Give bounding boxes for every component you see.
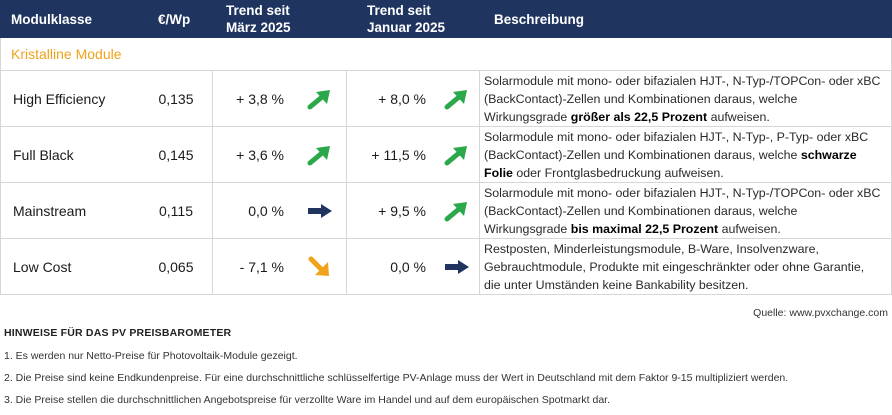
- description-text: Solarmodule mit mono- oder bifazialen HJ…: [484, 74, 881, 124]
- arrow-down-right-icon: [305, 239, 335, 294]
- description-text-end: oder Frontglasbedruckung aufweisen.: [512, 166, 724, 180]
- arrow-up-right-icon: [442, 183, 472, 238]
- trend-march-value: 0,0 %: [248, 202, 284, 219]
- table-header: Modulklasse €/Wp Trend seit März 2025 Tr…: [0, 0, 892, 38]
- header-price: €/Wp: [158, 12, 191, 27]
- header-beschreibung: Beschreibung: [494, 12, 585, 27]
- trend-january-value: + 9,5 %: [378, 202, 426, 219]
- table-row: Low Cost 0,065 - 7,1 % 0,0 % Restposten, Min…: [0, 239, 892, 295]
- section-title: Kristalline Module: [11, 46, 122, 62]
- header-trend2-line1: Trend seit: [367, 3, 431, 18]
- price-value: 0,145: [158, 146, 194, 163]
- module-class: High Efficiency: [13, 90, 106, 107]
- module-class: Low Cost: [13, 258, 72, 275]
- description-text-end: aufweisen.: [707, 110, 770, 124]
- source-note: Quelle: www.pvxchange.com: [753, 307, 888, 319]
- description: Solarmodule mit mono- oder bifazialen HJ…: [484, 183, 884, 239]
- price-value: 0,135: [158, 90, 194, 107]
- grid-line: [479, 70, 480, 294]
- table-row: Full Black 0,145 + 3,6 % + 11,5 % Solarmodul…: [0, 127, 892, 183]
- description-highlight: schwarze Folie: [484, 148, 857, 180]
- header-trend1-line2: März 2025: [226, 20, 291, 35]
- trend-march-value: + 3,6 %: [236, 146, 284, 163]
- description: Restposten, Minderleistungsmodule, B-War…: [484, 239, 884, 295]
- arrow-up-right-icon: [305, 71, 335, 126]
- description-highlight: größer als 22,5 Prozent: [570, 110, 708, 124]
- price-value: 0,115: [159, 202, 193, 219]
- description: Solarmodule mit mono- oder bifazialen HJ…: [484, 127, 884, 183]
- trend-january-value: + 11,5 %: [371, 146, 426, 163]
- arrow-up-right-icon: [442, 71, 472, 126]
- arrow-right-icon: [305, 183, 335, 238]
- description: Solarmodule mit mono- oder bifazialen HJ…: [484, 71, 884, 127]
- section-row: Kristalline Module: [0, 38, 892, 71]
- note-item: 3. Die Preise stellen die durchschnittli…: [4, 394, 611, 406]
- grid-line: [212, 70, 213, 294]
- module-class: Mainstream: [13, 202, 87, 219]
- table-row: Mainstream 0,115 0,0 % + 9,5 % Solarmodule m…: [0, 183, 892, 239]
- module-class: Full Black: [13, 146, 74, 163]
- description-highlight: bis maximal 22,5 Prozent: [570, 222, 719, 236]
- notes-title: HINWEISE FÜR DAS PV PREISBAROMETER: [4, 327, 232, 339]
- arrow-up-right-icon: [442, 127, 472, 182]
- grid-line: [346, 70, 347, 294]
- arrow-right-icon: [442, 239, 472, 294]
- trend-march-value: - 7,1 %: [239, 258, 284, 275]
- table-row: High Efficiency 0,135 + 3,8 % + 8,0 % Solarm…: [0, 71, 892, 127]
- header-trend1-line1: Trend seit: [226, 3, 290, 18]
- note-item: 1. Es werden nur Netto-Preise für Photov…: [4, 350, 298, 362]
- price-value: 0,065: [158, 258, 194, 275]
- description-text: Restposten, Minderleistungsmodule, B-War…: [484, 242, 865, 292]
- grid-line: [0, 38, 1, 294]
- description-text: Solarmodule mit mono- oder bifazialen HJ…: [484, 186, 881, 236]
- header-modulklasse: Modulklasse: [11, 12, 93, 27]
- note-item: 2. Die Preise sind keine Endkundenpreise…: [4, 372, 789, 384]
- trend-march-value: + 3,8 %: [236, 90, 284, 107]
- trend-january-value: + 8,0 %: [378, 90, 426, 107]
- description-text-end: aufweisen.: [718, 222, 781, 236]
- arrow-up-right-icon: [305, 127, 335, 182]
- description-text: Solarmodule mit mono- oder bifazialen HJ…: [484, 130, 869, 162]
- header-trend2-line2: Januar 2025: [367, 20, 446, 35]
- trend-january-value: 0,0 %: [390, 258, 426, 275]
